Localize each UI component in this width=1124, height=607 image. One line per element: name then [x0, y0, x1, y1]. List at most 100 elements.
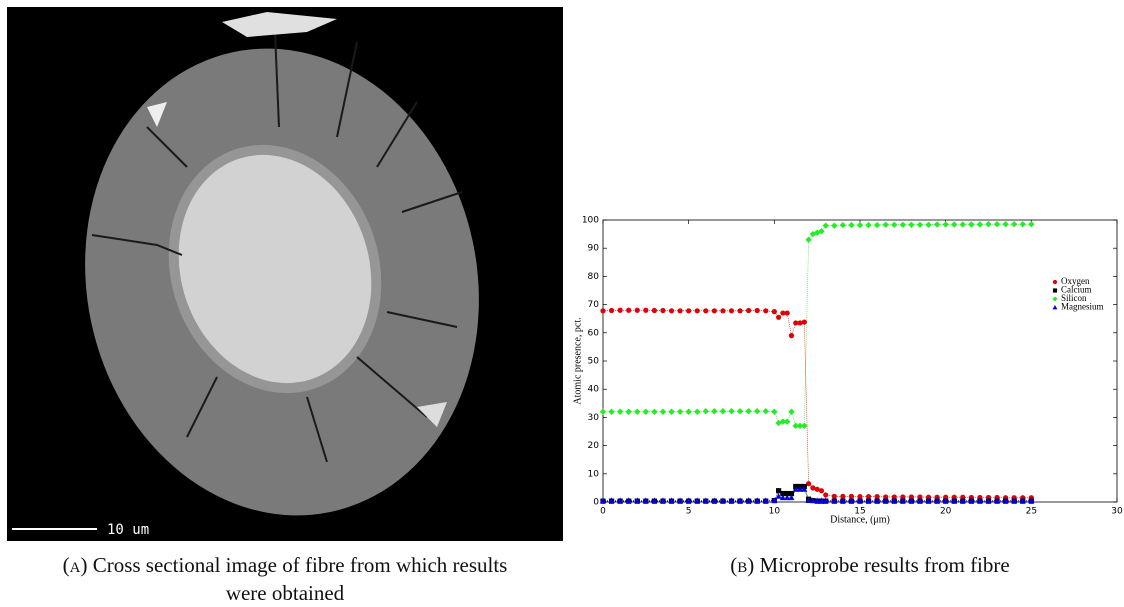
data-point — [608, 307, 615, 314]
data-point — [600, 497, 606, 503]
legend-label: Oxygen — [1061, 276, 1090, 286]
data-point — [985, 497, 992, 503]
data-point — [908, 221, 915, 228]
data-point — [608, 408, 615, 415]
y-tick-label: 60 — [588, 328, 600, 338]
data-point — [643, 307, 649, 313]
data-point — [660, 307, 666, 314]
data-point — [899, 221, 907, 228]
data-point — [711, 308, 717, 314]
data-point — [711, 497, 718, 503]
y-tick-label: 70 — [588, 300, 600, 310]
y-tick-label: 90 — [588, 244, 600, 254]
data-point — [788, 333, 795, 339]
data-point — [702, 497, 709, 503]
data-point — [917, 494, 923, 500]
data-point — [822, 497, 829, 503]
data-point — [993, 221, 1001, 228]
data-point — [857, 497, 863, 503]
x-axis-label: Distance, (μm) — [830, 514, 890, 525]
plot-frame — [602, 219, 1118, 503]
data-point — [882, 221, 889, 228]
data-point — [676, 408, 684, 415]
y-tick-label: 0 — [593, 498, 599, 508]
data-point — [711, 407, 718, 415]
legend-marker — [1052, 279, 1058, 285]
data-point — [728, 407, 735, 415]
data-point — [818, 497, 825, 503]
data-point — [818, 488, 825, 494]
data-point — [737, 308, 743, 314]
data-point — [809, 497, 816, 503]
data-point — [1028, 221, 1035, 228]
data-point — [934, 494, 940, 500]
caption-a: (a) Cross sectional image of fibre from … — [40, 551, 530, 607]
fibre-core — [178, 154, 372, 384]
data-point — [943, 494, 949, 500]
data-point — [608, 497, 615, 503]
data-point — [625, 408, 632, 415]
data-point — [626, 307, 632, 313]
data-point — [642, 408, 650, 415]
data-point — [659, 408, 667, 415]
data-point — [703, 308, 709, 314]
y-tick-label: 30 — [588, 413, 600, 423]
data-point — [976, 221, 984, 228]
data-point — [951, 494, 957, 500]
data-point — [908, 494, 914, 500]
data-point — [899, 497, 906, 503]
data-point — [1019, 221, 1026, 228]
data-point — [856, 221, 864, 229]
data-point — [625, 497, 632, 503]
data-point — [874, 494, 880, 500]
data-point — [745, 497, 752, 503]
data-point — [617, 497, 624, 503]
data-point — [784, 310, 790, 316]
data-point — [788, 408, 795, 415]
data-point — [642, 497, 649, 503]
data-point — [771, 408, 778, 415]
data-point — [801, 422, 808, 430]
y-tick-label: 20 — [588, 441, 600, 451]
data-point — [1028, 497, 1035, 503]
data-point — [822, 222, 829, 229]
data-point — [762, 407, 769, 415]
data-point — [1002, 221, 1009, 228]
data-point — [848, 221, 855, 229]
data-point — [651, 408, 658, 415]
data-point — [814, 486, 820, 492]
data-point — [797, 486, 804, 492]
x-tick-label: 15 — [854, 507, 865, 517]
caption-text: Cross sectional image of fibre from whic… — [92, 553, 508, 605]
data-point — [891, 497, 898, 503]
data-point — [720, 308, 726, 314]
data-point — [793, 320, 799, 326]
data-point — [831, 493, 837, 499]
x-tick-label: 30 — [1111, 507, 1123, 517]
data-point — [651, 307, 657, 314]
y-tick-label: 80 — [588, 272, 600, 282]
data-point — [865, 494, 872, 500]
data-point — [599, 408, 607, 415]
series-line — [602, 309, 1032, 499]
data-point — [874, 497, 881, 503]
data-point — [839, 221, 847, 229]
data-point — [801, 486, 808, 492]
legend-marker — [1052, 288, 1058, 293]
data-point — [857, 494, 863, 500]
data-point — [840, 493, 846, 499]
data-point — [788, 494, 795, 501]
caption-label: (b) — [730, 553, 755, 577]
data-point — [600, 308, 606, 314]
data-point — [634, 408, 641, 415]
data-point — [754, 307, 760, 314]
chart: 0 10 20 30 40 50 60 70 80 90 100 0 5 10 15 20 25 30 Distan… — [572, 216, 1123, 526]
data-point — [685, 408, 692, 415]
data-point — [780, 310, 786, 316]
data-point — [659, 497, 666, 503]
data-point — [994, 497, 1001, 503]
debris — [147, 102, 167, 127]
data-point — [651, 497, 658, 503]
data-point — [634, 497, 641, 503]
data-point — [792, 486, 799, 492]
